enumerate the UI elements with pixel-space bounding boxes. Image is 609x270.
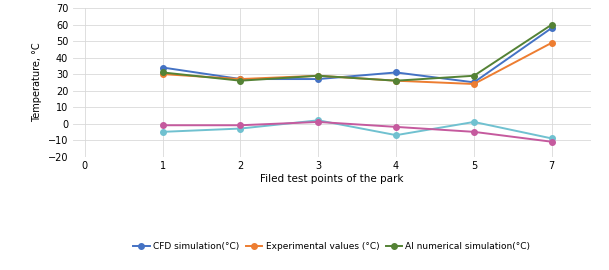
Experimental values (°C) [315, 74, 322, 77]
AI numerical simulation(°C) [470, 74, 477, 77]
Experimental values (°C) [548, 41, 555, 44]
Line: Diff. bet. Exp. And AI: Diff. bet. Exp. And AI [160, 119, 555, 144]
Diff. bet. Exp. And AI [315, 120, 322, 124]
X-axis label: Filed test points of the park: Filed test points of the park [260, 174, 404, 184]
CFD simulation(°C) [548, 26, 555, 29]
Experimental values (°C) [470, 82, 477, 86]
Line: Experimental values (°C): Experimental values (°C) [160, 40, 555, 87]
CFD simulation(°C) [470, 81, 477, 84]
Experimental values (°C) [392, 79, 400, 82]
Diff. bet. Exp. And CFD [470, 120, 477, 124]
Line: CFD simulation(°C): CFD simulation(°C) [160, 25, 555, 85]
Diff. bet. Exp. And AI [392, 125, 400, 129]
Diff. bet. Exp. And CFD [237, 127, 244, 130]
CFD simulation(°C) [159, 66, 166, 69]
CFD simulation(°C) [237, 77, 244, 81]
CFD simulation(°C) [315, 77, 322, 81]
AI numerical simulation(°C) [392, 79, 400, 82]
Experimental values (°C) [237, 77, 244, 81]
Y-axis label: Temperature, °C: Temperature, °C [32, 43, 42, 122]
Diff. bet. Exp. And AI [548, 140, 555, 143]
AI numerical simulation(°C) [237, 79, 244, 82]
Experimental values (°C) [159, 72, 166, 76]
Line: Diff. bet. Exp. And CFD: Diff. bet. Exp. And CFD [160, 117, 555, 141]
Diff. bet. Exp. And CFD [548, 137, 555, 140]
Diff. bet. Exp. And CFD [392, 134, 400, 137]
Diff. bet. Exp. And AI [159, 124, 166, 127]
CFD simulation(°C) [392, 71, 400, 74]
Line: AI numerical simulation(°C): AI numerical simulation(°C) [160, 22, 555, 83]
Diff. bet. Exp. And CFD [159, 130, 166, 133]
AI numerical simulation(°C) [315, 74, 322, 77]
AI numerical simulation(°C) [159, 71, 166, 74]
Diff. bet. Exp. And AI [470, 130, 477, 133]
AI numerical simulation(°C) [548, 23, 555, 26]
Legend: Diff. bet. Exp. And CFD, Diff. bet. Exp. And AI: Diff. bet. Exp. And CFD, Diff. bet. Exp.… [129, 268, 379, 270]
Diff. bet. Exp. And CFD [315, 119, 322, 122]
Diff. bet. Exp. And AI [237, 124, 244, 127]
